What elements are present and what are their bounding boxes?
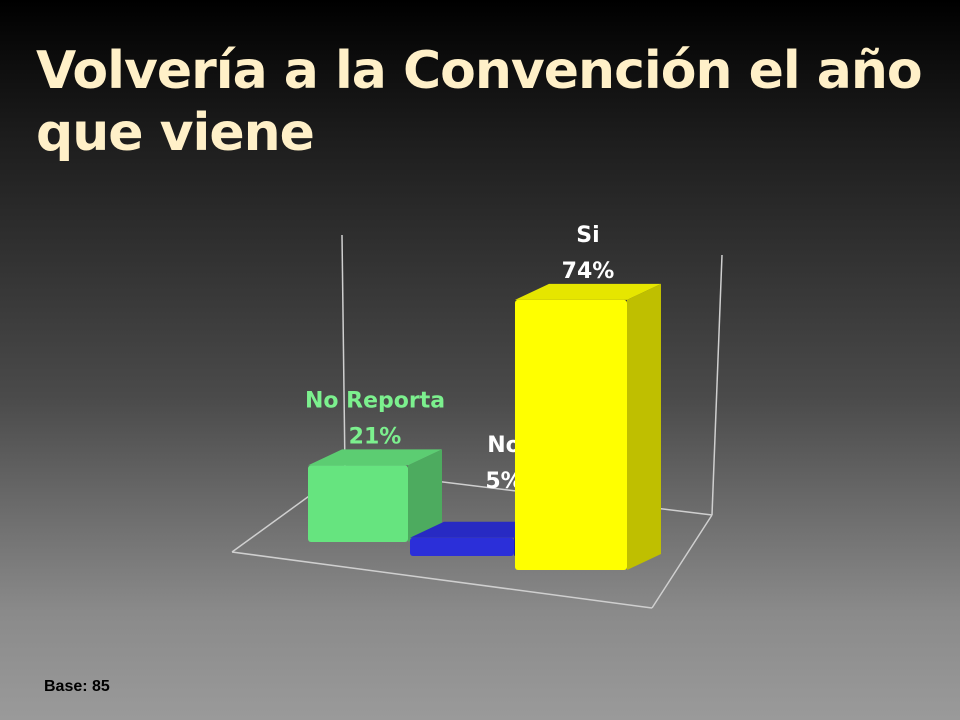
bar-top [308, 449, 442, 466]
bar [515, 299, 627, 570]
footnote: Base: 85 [44, 678, 110, 695]
back-wall-edge [341, 234, 346, 471]
bar [410, 537, 514, 556]
category-label: No Reporta [305, 388, 445, 413]
category-label: Si [576, 223, 599, 248]
value-label: 74% [562, 259, 615, 284]
chart-title: Volvería a la Convención el año que vien… [36, 41, 923, 163]
bar-top [410, 521, 548, 538]
bar-top [515, 283, 661, 300]
bar-side [627, 283, 661, 570]
floor-edge [651, 514, 713, 609]
floor-edge [231, 551, 653, 609]
value-label: 21% [349, 424, 402, 449]
bar-side [408, 449, 442, 542]
bar [308, 465, 408, 542]
back-wall-edge [711, 254, 723, 516]
